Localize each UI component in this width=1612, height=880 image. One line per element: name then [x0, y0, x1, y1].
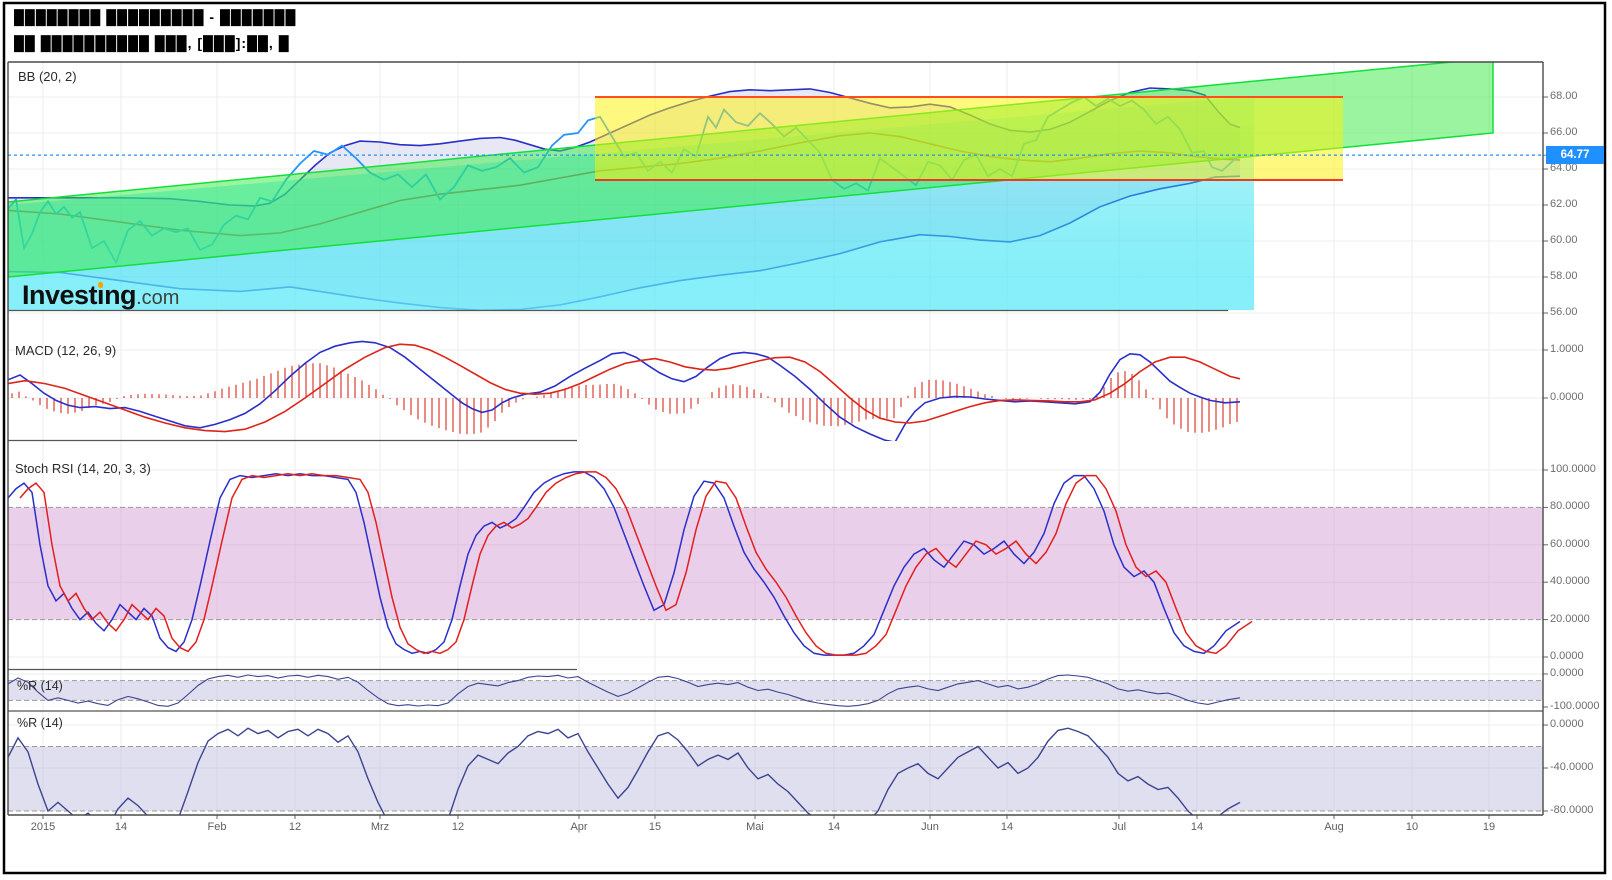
chart-title-line-1: ████████ █████████ - ███████: [14, 9, 297, 25]
y-axis-label: 0.0000: [1550, 718, 1584, 730]
indicator-label-percent-r-2: %R (14): [17, 716, 63, 730]
x-axis-label: Jul: [1111, 821, 1127, 833]
y-axis-label: 100.0000: [1550, 463, 1596, 475]
current-price-label: 64.77: [1546, 146, 1604, 164]
y-axis-label: 62.00: [1550, 198, 1578, 210]
indicator-label-stoch-rsi: Stoch RSI (14, 20, 3, 3): [15, 461, 151, 476]
y-axis-label: 0.0000: [1550, 650, 1584, 662]
percent-r-small-series: [8, 674, 1241, 707]
y-axis-label: 0.0000: [1550, 667, 1584, 679]
y-axis-label: 80.0000: [1550, 500, 1590, 513]
y-axis-label: 56.00: [1550, 306, 1578, 318]
x-axis-label: 14: [827, 821, 841, 833]
x-axis-label: Apr: [570, 821, 588, 833]
x-axis-label: Mai: [746, 821, 764, 833]
y-axis-label: 60.0000: [1550, 537, 1590, 550]
indicator-label-bb: BB (20, 2): [18, 69, 77, 84]
percent-r-large-series: [8, 727, 1241, 815]
y-axis-label: -100.0000: [1550, 700, 1600, 712]
stoch-rsi-series: [8, 471, 1253, 656]
indicator-label-macd: MACD (12, 26, 9): [15, 343, 117, 358]
y-axis-label: 1.0000: [1550, 343, 1584, 355]
x-axis-label: 14: [1190, 821, 1204, 833]
y-axis-label: -40.0000: [1550, 761, 1594, 773]
x-axis-label: Mrz: [370, 821, 390, 833]
y-axis-label: 40.0000: [1550, 575, 1590, 588]
y-axis-label: 64.00: [1550, 162, 1578, 174]
chart-title-line-2: ██ ██████████ ███, [███]:██, █: [14, 35, 290, 51]
y-axis-label: 66.00: [1550, 126, 1578, 138]
y-axis-label: 58.00: [1550, 270, 1578, 282]
drawing-annotations[interactable]: [8, 58, 1494, 310]
threshold-bands: [8, 506, 1543, 812]
x-axis-label: 12: [451, 821, 465, 833]
yellow-box-drawing: [595, 97, 1343, 180]
investing-logo-text: Investing: [22, 280, 137, 310]
y-axis-label: 0.0000: [1550, 391, 1584, 403]
x-axis-label: 15: [648, 821, 662, 833]
x-axis-label: 2015: [30, 821, 56, 833]
investing-logo-orange-dot-icon: i: [97, 280, 105, 310]
y-axis-label: 60.00: [1550, 234, 1578, 246]
x-axis-label: Feb: [207, 821, 227, 833]
investing-logo-suffix: .com: [136, 287, 180, 309]
indicator-label-percent-r-1: %R (14): [17, 679, 63, 693]
macd-series: [8, 340, 1241, 441]
x-axis-label: Aug: [1324, 821, 1344, 833]
y-axis-label: 68.00: [1550, 90, 1578, 102]
x-axis-label: 19: [1482, 821, 1496, 833]
x-axis-label: 12: [288, 821, 302, 833]
y-axis-label: -80.0000: [1550, 804, 1594, 816]
x-axis-label: 14: [1000, 821, 1014, 833]
x-axis-label: 10: [1405, 821, 1419, 833]
x-axis-label: 14: [114, 821, 128, 833]
y-axis-label: 20.0000: [1550, 612, 1590, 625]
x-axis-label: Jun: [921, 821, 939, 833]
investing-logo: Investing.com: [22, 280, 179, 311]
